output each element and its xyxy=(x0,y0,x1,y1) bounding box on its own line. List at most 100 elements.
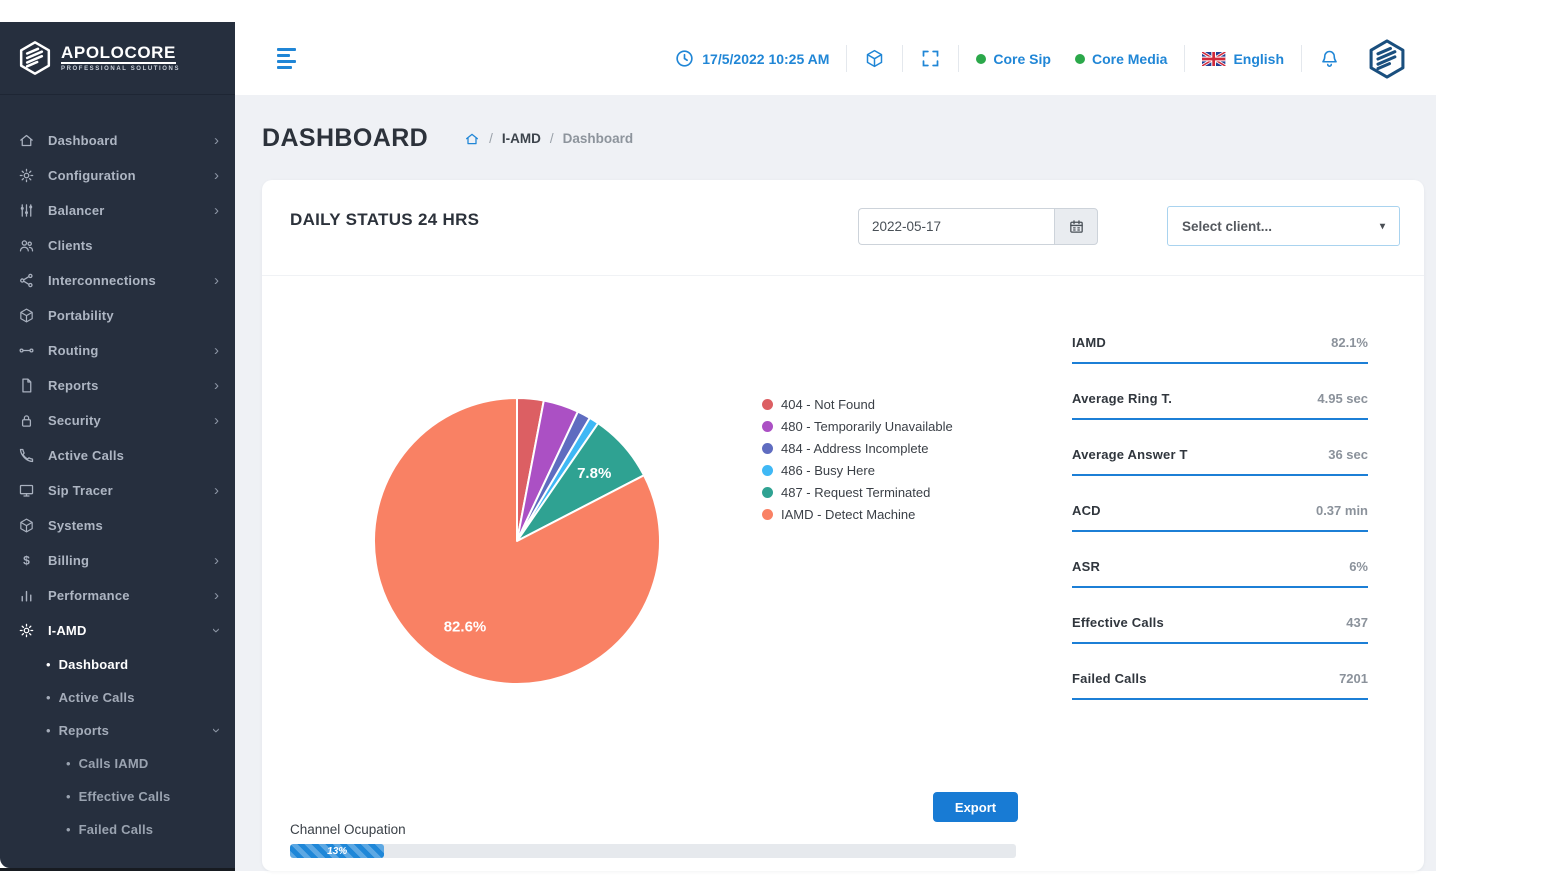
sidebar-item-portability[interactable]: Portability xyxy=(0,298,235,333)
progress-fill: 13% xyxy=(290,844,385,858)
home-icon xyxy=(18,132,35,149)
status-dot-icon xyxy=(976,53,987,64)
cube-icon[interactable] xyxy=(864,48,885,69)
legend-label: 486 - Busy Here xyxy=(781,462,875,478)
client-select[interactable]: Select client... ▾ xyxy=(1167,206,1400,246)
stat-label: Average Ring T. xyxy=(1072,391,1173,406)
notifications-bell-icon[interactable] xyxy=(1319,48,1340,69)
monitor-icon xyxy=(18,482,35,499)
stat-label: IAMD xyxy=(1072,335,1107,350)
page-header: DASHBOARD / I-AMD / Dashboard xyxy=(262,124,633,153)
stat-row-iamd: IAMD 82.1% xyxy=(1072,335,1368,364)
bullet-icon: • xyxy=(46,657,51,672)
legend-item-487-request-terminated[interactable]: 487 - Request Terminated xyxy=(762,481,953,503)
core-status-group: Core Sip Core Media xyxy=(976,51,1167,67)
pie-slice-iamd-detect-machine xyxy=(373,397,661,685)
sidebar-item-label: Active Calls xyxy=(58,690,135,705)
sidebar-item-i-amd[interactable]: I-AMD › xyxy=(0,613,235,648)
bullet-icon: • xyxy=(46,723,51,738)
dollar-icon: $ xyxy=(18,552,35,569)
sidebar-item-active-calls[interactable]: • Active Calls xyxy=(0,681,235,714)
sidebar-item-label: Failed Calls xyxy=(78,822,154,837)
stat-label: Average Answer T xyxy=(1072,447,1188,462)
sidebar-item-failed-calls[interactable]: • Failed Calls xyxy=(0,813,235,846)
stat-label: ACD xyxy=(1072,503,1101,518)
sidebar-item-label: Routing xyxy=(48,343,99,358)
chevron-right-icon: › xyxy=(214,552,219,569)
chevron-down-icon: › xyxy=(208,728,225,733)
core-media-label: Core Media xyxy=(1091,50,1168,67)
legend-item-404-not-found[interactable]: 404 - Not Found xyxy=(762,393,953,415)
chevron-right-icon: › xyxy=(214,342,219,359)
datetime-text: 17/5/2022 10:25 AM xyxy=(702,50,830,67)
sidebar-item-label: Reports xyxy=(48,378,99,393)
stat-value: 4.95 sec xyxy=(1317,391,1368,406)
core-sip-status: Core Sip xyxy=(976,51,1051,67)
legend-label: 480 - Temporarily Unavailable xyxy=(781,418,953,434)
channel-occupation-label: Channel Ocupation xyxy=(290,822,406,837)
stat-row-acd: ACD 0.37 min xyxy=(1072,503,1368,532)
panel-title: DAILY STATUS 24 HRS xyxy=(290,210,480,229)
sidebar-item-interconnections[interactable]: Interconnections › xyxy=(0,263,235,298)
legend-item-iamd-detect-machine[interactable]: IAMD - Detect Machine xyxy=(762,503,953,525)
sidebar-item-label: Portability xyxy=(48,308,114,323)
date-input[interactable] xyxy=(858,208,1054,245)
gear-icon xyxy=(18,167,35,184)
stat-value: 6% xyxy=(1349,559,1368,574)
fullscreen-icon[interactable] xyxy=(920,48,941,69)
breadcrumb-dashboard[interactable]: Dashboard xyxy=(562,131,634,146)
brand: APOLOCORE PROFESSIONAL SOLUTIONS xyxy=(0,22,235,95)
legend-item-480-temporarily-unavailable[interactable]: 480 - Temporarily Unavailable xyxy=(762,415,953,437)
home-icon[interactable] xyxy=(464,131,480,147)
export-button[interactable]: Export xyxy=(933,792,1018,822)
sidebar-item-calls-iamd[interactable]: • Calls IAMD xyxy=(0,747,235,780)
sidebar-item-configuration[interactable]: Configuration › xyxy=(0,158,235,193)
sidebar-item-label: Performance xyxy=(48,588,130,603)
sidebar-item-reports[interactable]: Reports › xyxy=(0,368,235,403)
divider xyxy=(262,275,1424,276)
legend-item-484-address-incomplete[interactable]: 484 - Address Incomplete xyxy=(762,437,953,459)
sidebar-item-dashboard[interactable]: Dashboard › xyxy=(0,123,235,158)
client-select-placeholder: Select client... xyxy=(1182,218,1273,234)
sidebar-item-billing[interactable]: $ Billing › xyxy=(0,543,235,578)
sidebar-item-label: Dashboard xyxy=(58,657,129,672)
lock-icon xyxy=(18,412,35,429)
core-sip-label: Core Sip xyxy=(993,50,1051,67)
sidebar-item-label: Effective Calls xyxy=(78,789,171,804)
legend-dot-icon xyxy=(762,420,773,432)
svg-text:$: $ xyxy=(23,553,30,567)
sidebar-item-performance[interactable]: Performance › xyxy=(0,578,235,613)
sidebar-item-active-calls[interactable]: Active Calls xyxy=(0,438,235,473)
legend-item-486-busy-here[interactable]: 486 - Busy Here xyxy=(762,459,953,481)
sidebar-item-security[interactable]: Security › xyxy=(0,403,235,438)
sidebar-item-balancer[interactable]: Balancer › xyxy=(0,193,235,228)
sidebar-item-label: Clients xyxy=(48,238,93,253)
pie-slice-label: 7.8% xyxy=(577,465,611,482)
app-window: APOLOCORE PROFESSIONAL SOLUTIONS Dashboa… xyxy=(0,22,1436,871)
menu-toggle-icon[interactable] xyxy=(277,48,296,69)
app-logo-icon xyxy=(1364,36,1410,82)
sidebar-item-reports[interactable]: • Reports › xyxy=(0,714,235,747)
sidebar-item-dashboard[interactable]: • Dashboard xyxy=(0,648,235,681)
legend-label: 404 - Not Found xyxy=(781,396,875,412)
calendar-button[interactable] xyxy=(1054,208,1098,245)
bullet-icon: • xyxy=(66,756,71,771)
bullet-icon: • xyxy=(66,822,71,837)
pie-slice-label: 82.6% xyxy=(444,619,487,636)
sidebar-item-routing[interactable]: Routing › xyxy=(0,333,235,368)
chart-legend: 404 - Not Found 480 - Temporarily Unavail… xyxy=(762,393,953,525)
core-media-status: Core Media xyxy=(1074,50,1168,67)
language-selector[interactable]: English xyxy=(1202,51,1284,67)
stat-label: Failed Calls xyxy=(1072,671,1147,686)
sidebar-item-systems[interactable]: Systems xyxy=(0,508,235,543)
cube-icon xyxy=(18,517,35,534)
chevron-right-icon: › xyxy=(214,272,219,289)
breadcrumb-separator: / xyxy=(489,131,493,146)
sidebar-item-clients[interactable]: Clients xyxy=(0,228,235,263)
sidebar-item-label: Dashboard xyxy=(48,133,118,148)
legend-dot-icon xyxy=(762,398,773,410)
stat-row-average-answer-t: Average Answer T 36 sec xyxy=(1072,447,1368,476)
breadcrumb-iamd[interactable]: I-AMD xyxy=(501,131,541,146)
sidebar-item-effective-calls[interactable]: • Effective Calls xyxy=(0,780,235,813)
sidebar-item-sip-tracer[interactable]: Sip Tracer › xyxy=(0,473,235,508)
